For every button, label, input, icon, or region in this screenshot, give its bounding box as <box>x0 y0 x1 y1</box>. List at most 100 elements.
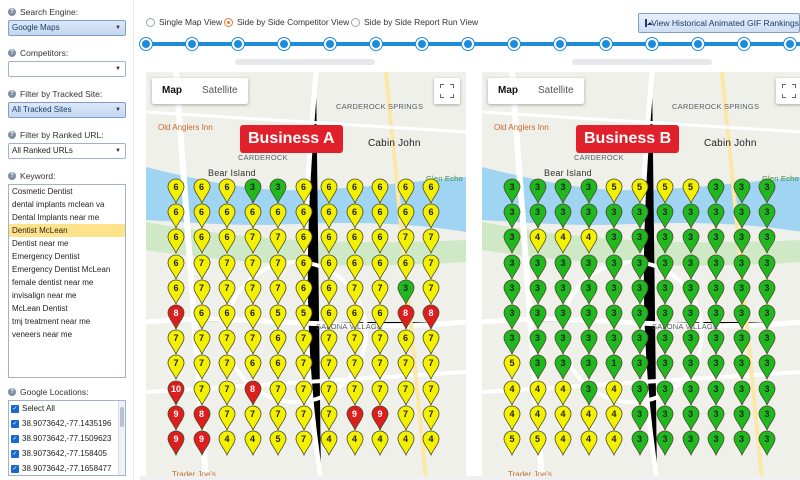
rank-pin[interactable]: 6 <box>218 304 236 330</box>
rank-pin[interactable]: 5 <box>529 430 547 456</box>
rank-pin[interactable]: 5 <box>682 178 700 204</box>
keyword-item[interactable]: invisalign near me <box>12 291 77 300</box>
rank-pin[interactable]: 7 <box>295 354 313 381</box>
rank-pin[interactable]: 3 <box>758 254 776 280</box>
rank-pin[interactable]: 3 <box>707 354 725 381</box>
rank-pin[interactable]: 7 <box>244 405 262 431</box>
rank-pin[interactable]: 6 <box>320 228 338 255</box>
rank-pin[interactable]: 7 <box>397 228 415 255</box>
rank-pin[interactable]: 3 <box>707 329 725 356</box>
competitors-select[interactable]: ▼ <box>8 61 126 77</box>
timeline-point[interactable] <box>462 38 474 50</box>
rank-pin[interactable]: 3 <box>758 178 776 204</box>
rank-pin[interactable]: 7 <box>346 329 364 356</box>
location-item[interactable]: ✓ Select All <box>9 401 125 416</box>
help-icon[interactable]: ? <box>8 130 16 139</box>
rank-pin[interactable]: 5 <box>631 178 649 204</box>
map-business-a[interactable]: Map Satellite CARDEROCK SPRINGS Old Angl… <box>146 72 466 480</box>
rank-pin[interactable]: 3 <box>656 228 674 255</box>
rank-pin[interactable]: 6 <box>218 203 236 230</box>
ranked-url-select[interactable]: All Ranked URLs ▼ <box>8 143 126 159</box>
rank-pin[interactable]: 9 <box>346 405 364 431</box>
rank-pin[interactable]: 7 <box>371 279 389 305</box>
rank-pin[interactable]: 3 <box>529 354 547 381</box>
rank-pin[interactable]: 5 <box>503 354 521 381</box>
rank-pin[interactable]: 7 <box>193 279 211 305</box>
tracked-site-select[interactable]: All Tracked Sites ▼ <box>8 102 126 118</box>
rank-pin[interactable]: 6 <box>320 254 338 280</box>
keyword-item[interactable]: Emergency Dentist <box>12 252 80 261</box>
rank-pin[interactable]: 3 <box>707 228 725 255</box>
rank-pin[interactable]: 4 <box>580 228 598 255</box>
rank-pin[interactable]: 1 <box>605 354 623 381</box>
timeline-point[interactable] <box>186 38 198 50</box>
keyword-item[interactable]: Cosmetic Dentist <box>12 187 73 196</box>
rank-pin[interactable]: 7 <box>422 279 440 305</box>
timeline-point[interactable] <box>646 38 658 50</box>
rank-pin[interactable]: 10 <box>167 380 185 406</box>
rank-pin[interactable]: 3 <box>758 405 776 431</box>
rank-pin[interactable]: 6 <box>397 203 415 230</box>
rank-pin[interactable]: 3 <box>682 329 700 356</box>
rank-pin[interactable]: 3 <box>503 254 521 280</box>
rank-pin[interactable]: 6 <box>193 228 211 255</box>
rank-pin[interactable]: 6 <box>167 279 185 305</box>
rank-pin[interactable]: 3 <box>656 279 674 305</box>
rank-pin[interactable]: 3 <box>682 304 700 330</box>
rank-pin[interactable]: 3 <box>733 329 751 356</box>
checkbox-checked-icon[interactable]: ✓ <box>11 434 19 443</box>
rank-pin[interactable]: 5 <box>269 430 287 456</box>
rank-pin[interactable]: 4 <box>503 405 521 431</box>
rank-pin[interactable]: 6 <box>397 178 415 204</box>
rank-pin[interactable]: 7 <box>320 405 338 431</box>
rank-pin[interactable]: 7 <box>422 354 440 381</box>
radio-button-selected[interactable] <box>224 17 233 27</box>
rank-pin[interactable]: 5 <box>269 304 287 330</box>
rank-pin[interactable]: 7 <box>371 354 389 381</box>
rank-pin[interactable]: 7 <box>218 329 236 356</box>
fullscreen-button[interactable] <box>776 78 800 104</box>
timeline-point[interactable] <box>324 38 336 50</box>
rank-pin[interactable]: 3 <box>656 329 674 356</box>
rank-pin[interactable]: 3 <box>554 279 572 305</box>
rank-pin[interactable]: 3 <box>682 430 700 456</box>
rank-pin[interactable]: 3 <box>631 203 649 230</box>
rank-pin[interactable]: 3 <box>605 254 623 280</box>
checkbox-checked-icon[interactable]: ✓ <box>11 404 19 413</box>
rank-pin[interactable]: 3 <box>605 304 623 330</box>
rank-pin[interactable]: 3 <box>580 254 598 280</box>
rank-pin[interactable]: 6 <box>320 203 338 230</box>
rank-pin[interactable]: 4 <box>422 430 440 456</box>
rank-pin[interactable]: 7 <box>422 380 440 406</box>
keyword-item[interactable]: Dentist near me <box>12 239 69 248</box>
rank-pin[interactable]: 3 <box>631 380 649 406</box>
locations-scrollbar[interactable] <box>118 401 125 475</box>
rank-pin[interactable]: 3 <box>580 380 598 406</box>
rank-pin[interactable]: 6 <box>295 178 313 204</box>
rank-pin[interactable]: 4 <box>218 430 236 456</box>
rank-pin[interactable]: 3 <box>605 203 623 230</box>
map-business-b[interactable]: Map Satellite CARDEROCK SPRINGS Old Angl… <box>482 72 800 480</box>
rank-pin[interactable]: 7 <box>295 405 313 431</box>
rank-pin[interactable]: 3 <box>580 203 598 230</box>
timeline-point[interactable] <box>232 38 244 50</box>
rank-pin[interactable]: 6 <box>244 203 262 230</box>
rank-pin[interactable]: 3 <box>733 354 751 381</box>
rank-pin[interactable]: 7 <box>371 380 389 406</box>
rank-pin[interactable]: 7 <box>422 405 440 431</box>
rank-pin[interactable]: 3 <box>707 380 725 406</box>
rank-pin[interactable]: 9 <box>371 405 389 431</box>
rank-pin[interactable]: 9 <box>193 430 211 456</box>
timeline-point[interactable] <box>738 38 750 50</box>
rank-pin[interactable]: 4 <box>580 430 598 456</box>
rank-pin[interactable]: 4 <box>580 405 598 431</box>
rank-pin[interactable]: 3 <box>269 178 287 204</box>
rank-pin[interactable]: 3 <box>758 279 776 305</box>
rank-pin[interactable]: 6 <box>167 228 185 255</box>
checkbox-checked-icon[interactable]: ✓ <box>11 419 19 428</box>
rank-pin[interactable]: 3 <box>682 228 700 255</box>
rank-pin[interactable]: 3 <box>682 279 700 305</box>
rank-pin[interactable]: 3 <box>605 329 623 356</box>
rank-pin[interactable]: 3 <box>707 279 725 305</box>
rank-pin[interactable]: 3 <box>758 329 776 356</box>
